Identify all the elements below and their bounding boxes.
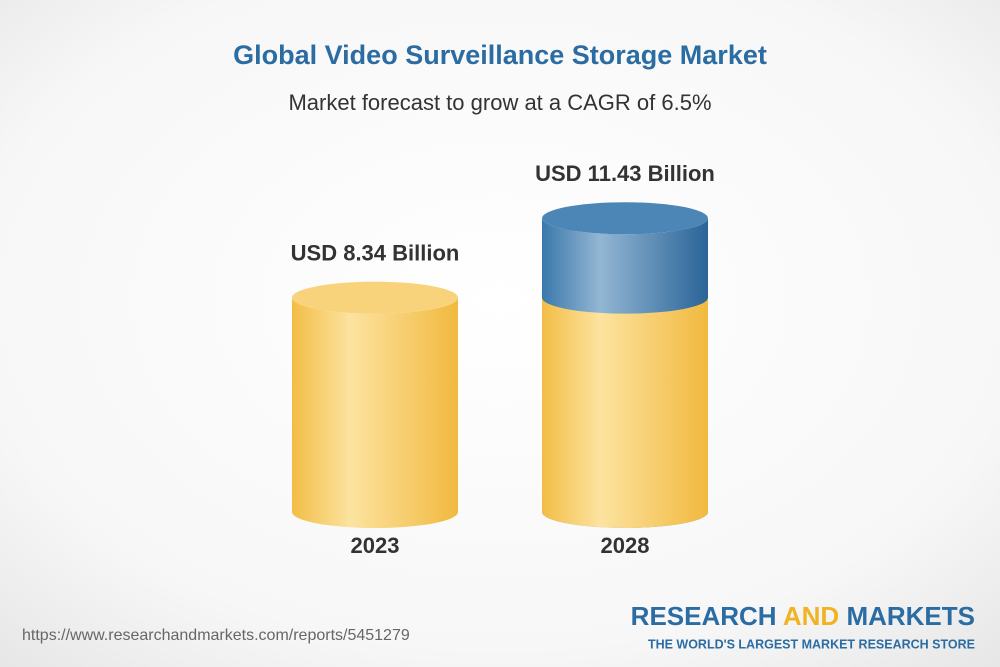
brand-word: RESEARCH <box>631 601 777 631</box>
brand: RESEARCH AND MARKETS <box>631 601 975 631</box>
x-tick-label: 2028 <box>601 533 650 558</box>
source-url: https://www.researchandmarkets.com/repor… <box>22 627 410 644</box>
value-label: USD 11.43 Billion <box>535 161 715 186</box>
tagline: THE WORLD'S LARGEST MARKET RESEARCH STOR… <box>648 637 975 651</box>
chart-title: Global Video Surveillance Storage Market <box>233 40 767 70</box>
brand-word: AND <box>783 601 839 631</box>
chart-subtitle: Market forecast to grow at a CAGR of 6.5… <box>288 90 711 115</box>
cylinder-growth-top <box>542 202 708 235</box>
brand-word: MARKETS <box>846 601 975 631</box>
x-tick-label: 2023 <box>351 533 400 558</box>
cylinder <box>292 297 458 528</box>
value-label: USD 8.34 Billion <box>291 240 460 265</box>
cylinder-top <box>292 281 458 314</box>
cylinder-base <box>542 297 708 528</box>
